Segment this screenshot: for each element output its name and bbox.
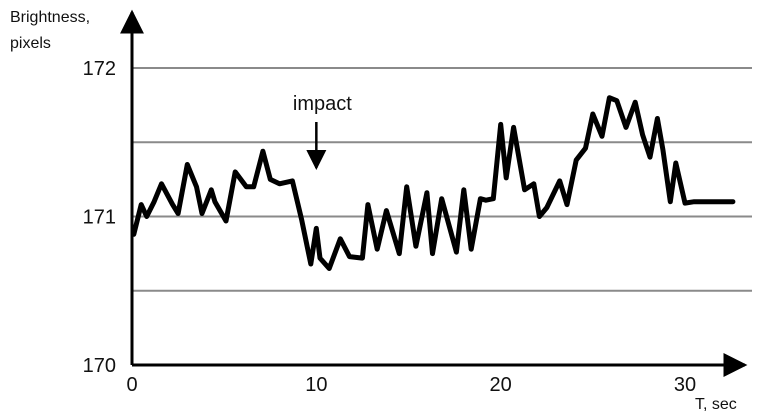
annotation-group: impact xyxy=(293,93,352,170)
y-tick-label-1: 171 xyxy=(83,207,116,229)
y-axis-title-line-1: Brightness, xyxy=(10,9,90,26)
brightness-series-line xyxy=(131,95,736,271)
x-axis-title: T, sec xyxy=(695,396,737,413)
x-tick-label-2: 20 xyxy=(490,374,512,396)
x-tick-label-0: 0 xyxy=(126,374,137,396)
y-tick-label-2: 172 xyxy=(83,58,116,80)
annotation-label-0: impact xyxy=(293,93,352,115)
y-axis-title-line-2: pixels xyxy=(10,35,51,52)
x-tick-label-1: 10 xyxy=(305,374,327,396)
tick-labels: 0 10 20 30 170 171 172 xyxy=(83,58,697,396)
x-tick-label-3: 30 xyxy=(674,374,696,396)
y-tick-label-0: 170 xyxy=(83,355,116,377)
grid-lines xyxy=(132,67,752,292)
